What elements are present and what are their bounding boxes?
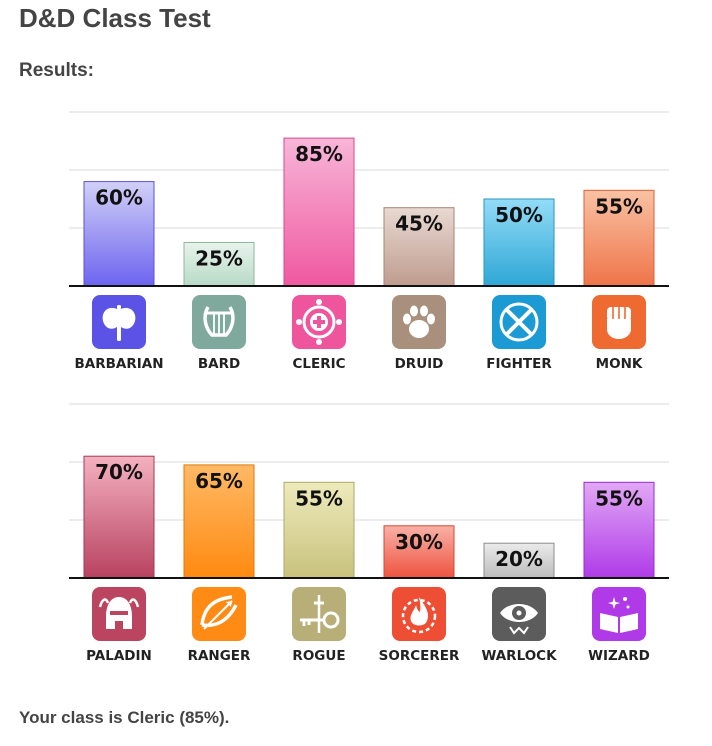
category-label-warlock: WARLOCK	[481, 648, 557, 664]
gridlines	[69, 111, 669, 229]
bar-rogue	[283, 481, 355, 579]
category-label-ranger: RANGER	[188, 648, 251, 664]
bar-paladin	[83, 455, 155, 579]
results-heading: Results:	[19, 60, 94, 81]
fist-icon	[592, 295, 646, 349]
value-label-ranger: 65%	[195, 469, 243, 493]
flame-icon	[392, 587, 446, 641]
chart-0-svg: 60% BARBARIAN 25% BARD 85% CLERIC 45% DRUID 50% F…	[69, 111, 669, 372]
category-label-wizard: WIZARD	[588, 648, 650, 664]
category-label-barbarian: BARBARIAN	[74, 356, 163, 372]
holy-symbol-icon	[292, 295, 346, 349]
page-title: D&D Class Test	[19, 3, 211, 33]
bar-monk	[583, 189, 655, 287]
class-score-chart-top: 60% BARBARIAN 25% BARD 85% CLERIC 45% DRUID 50% F…	[0, 100, 712, 390]
paw-icon	[392, 295, 446, 349]
chart-1-svg: 70% PALADIN 65% RANGER 55% ROGUE 30% SORCERER 20…	[69, 403, 669, 664]
value-label-sorcerer: 30%	[395, 530, 443, 554]
class-score-chart-bottom: 70% PALADIN 65% RANGER 55% ROGUE 30% SORCERER 20…	[0, 392, 712, 682]
bar-ranger	[183, 464, 255, 579]
crossed-swords-icon	[492, 295, 546, 349]
category-label-fighter: FIGHTER	[486, 356, 552, 372]
value-label-bard: 25%	[195, 247, 243, 271]
lyre-icon	[192, 295, 246, 349]
result-summary: Your class is Cleric (85%).	[19, 708, 230, 727]
bar-bard	[183, 242, 255, 287]
value-label-fighter: 50%	[495, 203, 543, 227]
bar-barbarian	[83, 181, 155, 287]
bar-cleric	[283, 137, 355, 287]
category-label-rogue: ROGUE	[292, 648, 345, 664]
value-label-wizard: 55%	[595, 486, 643, 510]
value-label-rogue: 55%	[295, 486, 343, 510]
gridlines	[69, 403, 669, 521]
category-label-bard: BARD	[198, 356, 240, 372]
value-label-warlock: 20%	[495, 547, 543, 571]
bar-druid	[383, 207, 455, 287]
helmet-icon	[92, 587, 146, 641]
category-label-druid: DRUID	[395, 356, 444, 372]
bow-icon	[192, 587, 246, 641]
value-label-druid: 45%	[395, 212, 443, 236]
value-label-monk: 55%	[595, 194, 643, 218]
category-label-sorcerer: SORCERER	[379, 648, 460, 664]
spellbook-icon	[592, 587, 646, 641]
category-label-paladin: PALADIN	[86, 648, 152, 664]
category-label-cleric: CLERIC	[292, 356, 345, 372]
eye-icon	[492, 587, 546, 641]
axe-icon	[92, 295, 146, 349]
category-label-monk: MONK	[596, 356, 643, 372]
bar-fighter	[483, 198, 555, 287]
value-label-cleric: 85%	[295, 142, 343, 166]
value-label-barbarian: 60%	[95, 186, 143, 210]
bar-wizard	[583, 481, 655, 579]
key-dagger-icon	[292, 587, 346, 641]
value-label-paladin: 70%	[95, 460, 143, 484]
bar-sorcerer	[383, 525, 455, 579]
